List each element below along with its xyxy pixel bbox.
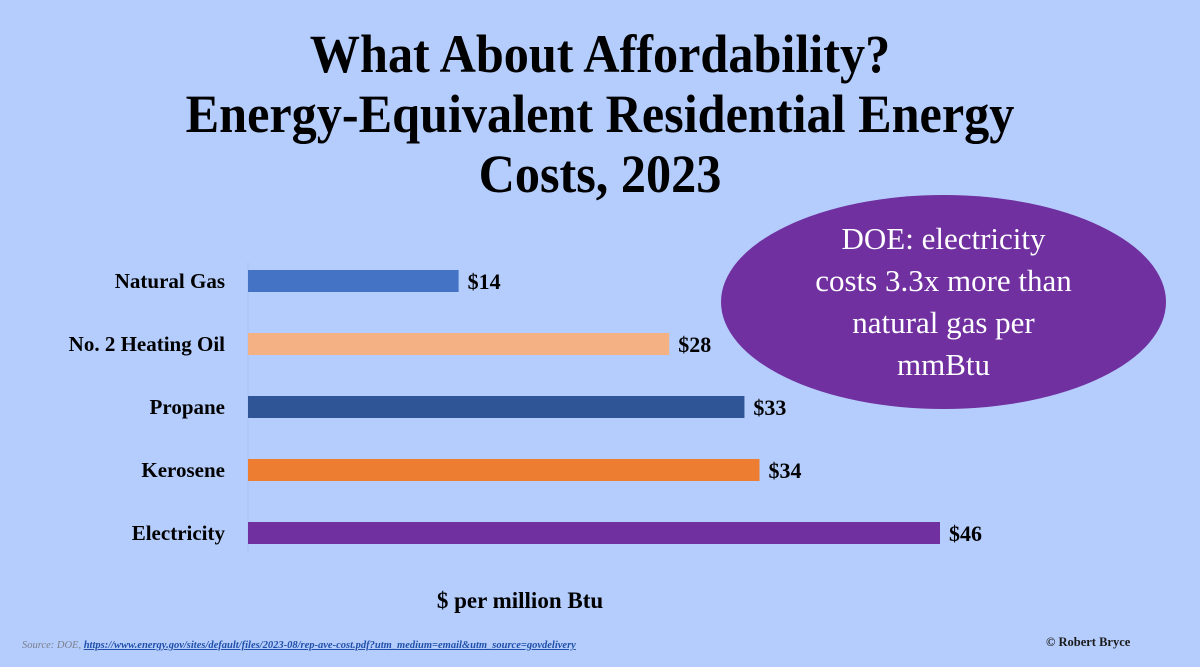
callout-text: DOE: electricity costs 3.3x more than na… [774,218,1114,386]
callout-line-3: natural gas per [852,305,1035,340]
callout-ellipse: DOE: electricity costs 3.3x more than na… [721,195,1166,409]
source-link[interactable]: https://www.energy.gov/sites/default/fil… [83,640,576,651]
category-label: Electricity [132,521,226,545]
title-line-1: What About Affordability? [309,24,891,84]
data-label: $46 [949,521,982,546]
category-label: Kerosene [141,458,225,482]
source-prefix: Source: DOE, [22,640,84,651]
bar-kerosene [248,459,760,481]
category-label: Propane [150,395,225,419]
callout-line-2: costs 3.3x more than [815,263,1072,298]
bar-electricity [248,522,940,544]
bar-natural-gas [248,270,459,292]
category-label: Natural Gas [115,269,225,293]
source-note: Source: DOE, https://www.energy.gov/site… [22,640,576,651]
callout-line-1: DOE: electricity [841,221,1046,256]
slide-title: What About Affordability? Energy-Equival… [42,24,1158,204]
bar-no-2-heating-oil [248,333,670,355]
title-line-3: Costs, 2023 [478,144,722,204]
data-label: $14 [468,269,501,294]
category-label: No. 2 Heating Oil [69,332,225,356]
bar-propane [248,396,745,418]
data-label: $34 [768,458,801,483]
data-label: $33 [753,395,786,420]
x-axis-title: $ per million Btu [436,588,604,613]
title-line-2: Energy-Equivalent Residential Energy [185,84,1015,144]
copyright-notice: © Robert Bryce [1046,635,1131,649]
bars-layer: Natural Gas $14 No. 2 Heating Oil $28 Propan… [69,269,982,546]
callout-line-4: mmBtu [896,347,990,382]
data-label: $28 [678,332,711,357]
